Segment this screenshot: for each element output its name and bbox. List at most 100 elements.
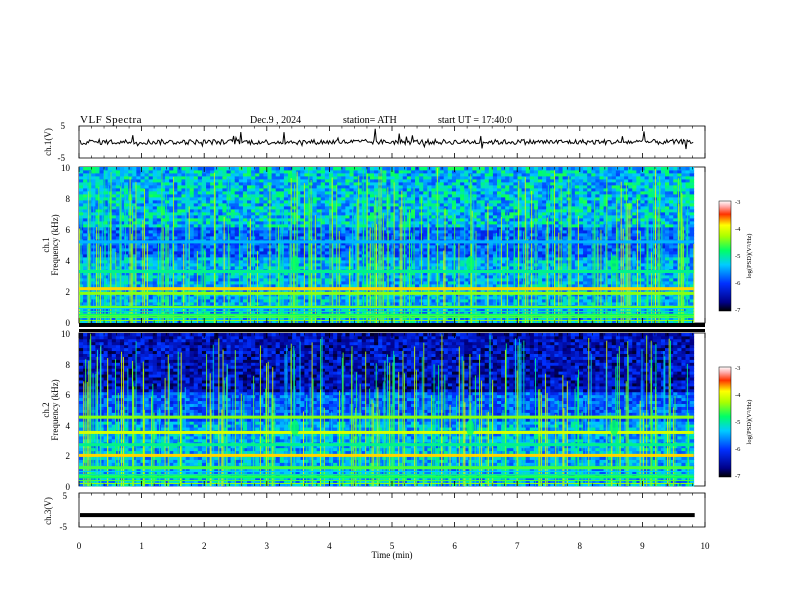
spec-cell <box>91 176 96 180</box>
spec-cell <box>247 290 252 294</box>
spec-cell <box>439 248 445 252</box>
spec-cell <box>300 263 305 267</box>
spec-cell <box>214 176 219 180</box>
spec-cell <box>115 182 121 186</box>
spec-cell <box>111 197 117 201</box>
spec-cell <box>382 278 387 282</box>
spec-cell <box>320 209 326 213</box>
spec-cell <box>83 221 88 225</box>
spec-cell <box>345 230 350 234</box>
spec-cell <box>181 182 186 186</box>
spec-cell <box>111 185 117 189</box>
spec-cell <box>169 275 174 279</box>
spec-cell <box>353 170 359 174</box>
spec-cell <box>210 182 215 186</box>
spec-cell <box>341 242 346 246</box>
spec-cell <box>341 260 346 264</box>
spec-cell <box>247 263 252 267</box>
spec-cell <box>255 248 260 252</box>
spec-cell <box>415 302 420 306</box>
spec-cell <box>312 242 318 246</box>
spec-cell <box>312 221 318 225</box>
spec-cell <box>132 206 137 210</box>
spec-cell <box>124 272 129 276</box>
spec-cell <box>300 203 305 207</box>
spec-cell <box>124 170 129 174</box>
spec-cell <box>173 263 178 267</box>
spec-cell <box>222 200 227 204</box>
spec-cell <box>111 203 117 207</box>
spec-cell <box>214 227 219 231</box>
ch1-spectrogram-image <box>79 167 695 324</box>
spec-cell <box>242 245 248 249</box>
spec-cell <box>460 302 465 306</box>
spec-cell <box>251 173 256 177</box>
spec-cell <box>431 218 436 222</box>
spec-cell <box>357 284 363 288</box>
spec-cell <box>394 290 400 294</box>
spec-cell <box>169 203 174 207</box>
spec-cell <box>345 260 350 264</box>
spec-cell <box>124 317 129 321</box>
spec-cell <box>169 167 174 171</box>
spec-cell <box>398 227 404 231</box>
spec-cell <box>333 230 338 234</box>
spec-cell <box>259 215 264 219</box>
spec-cell <box>349 185 354 189</box>
spec-cell <box>189 236 195 240</box>
spec-cell <box>103 263 109 267</box>
spec-cell <box>124 296 129 300</box>
spec-cell <box>201 227 207 231</box>
spec-cell <box>193 302 199 306</box>
spec-cell <box>406 191 412 195</box>
spec-cell <box>431 179 436 183</box>
spec-cell <box>439 218 445 222</box>
spec-cell <box>242 233 248 237</box>
spec-cell <box>320 263 326 267</box>
spec-cell <box>177 182 182 186</box>
spec-cell <box>337 194 342 198</box>
spec-cell <box>296 266 301 270</box>
spec-cell <box>361 185 367 189</box>
spec-cell <box>328 320 334 324</box>
spec-cell <box>431 263 436 267</box>
spec-cell <box>247 257 252 261</box>
spec-cell <box>349 317 354 321</box>
spec-cell <box>242 194 248 198</box>
spec-cell <box>304 176 309 180</box>
spec-cell <box>312 188 318 192</box>
spec-cell <box>296 275 301 279</box>
spec-cell <box>394 278 400 282</box>
spec-cell <box>410 281 416 285</box>
spec-cell <box>333 218 338 222</box>
spec-cell <box>390 290 395 294</box>
spec-cell <box>251 194 256 198</box>
spec-cell <box>201 230 207 234</box>
spec-cell <box>218 236 223 240</box>
spec-cell <box>238 299 244 303</box>
spec-cell <box>349 170 354 174</box>
spec-cell <box>124 176 129 180</box>
spec-cell <box>324 173 330 177</box>
spec-cell <box>410 182 416 186</box>
spec-cell <box>119 242 125 246</box>
spec-cell <box>156 281 162 285</box>
spec-cell <box>87 167 92 171</box>
spec-cell <box>185 221 191 225</box>
spec-cell <box>234 257 240 261</box>
spec-cell <box>136 212 141 216</box>
spec-cell <box>312 320 318 324</box>
spec-cell <box>251 167 256 171</box>
spec-cell <box>296 188 301 192</box>
spec-cell <box>111 254 117 258</box>
spec-cell <box>193 206 199 210</box>
spec-cell <box>423 233 428 237</box>
spec-cell <box>152 197 158 201</box>
spec-cell <box>312 218 318 222</box>
spec-cell <box>443 215 449 219</box>
spec-cell <box>152 170 158 174</box>
spec-cell <box>349 266 354 270</box>
spec-cell <box>242 242 248 246</box>
spec-cell <box>345 320 350 324</box>
spec-cell <box>79 179 84 183</box>
